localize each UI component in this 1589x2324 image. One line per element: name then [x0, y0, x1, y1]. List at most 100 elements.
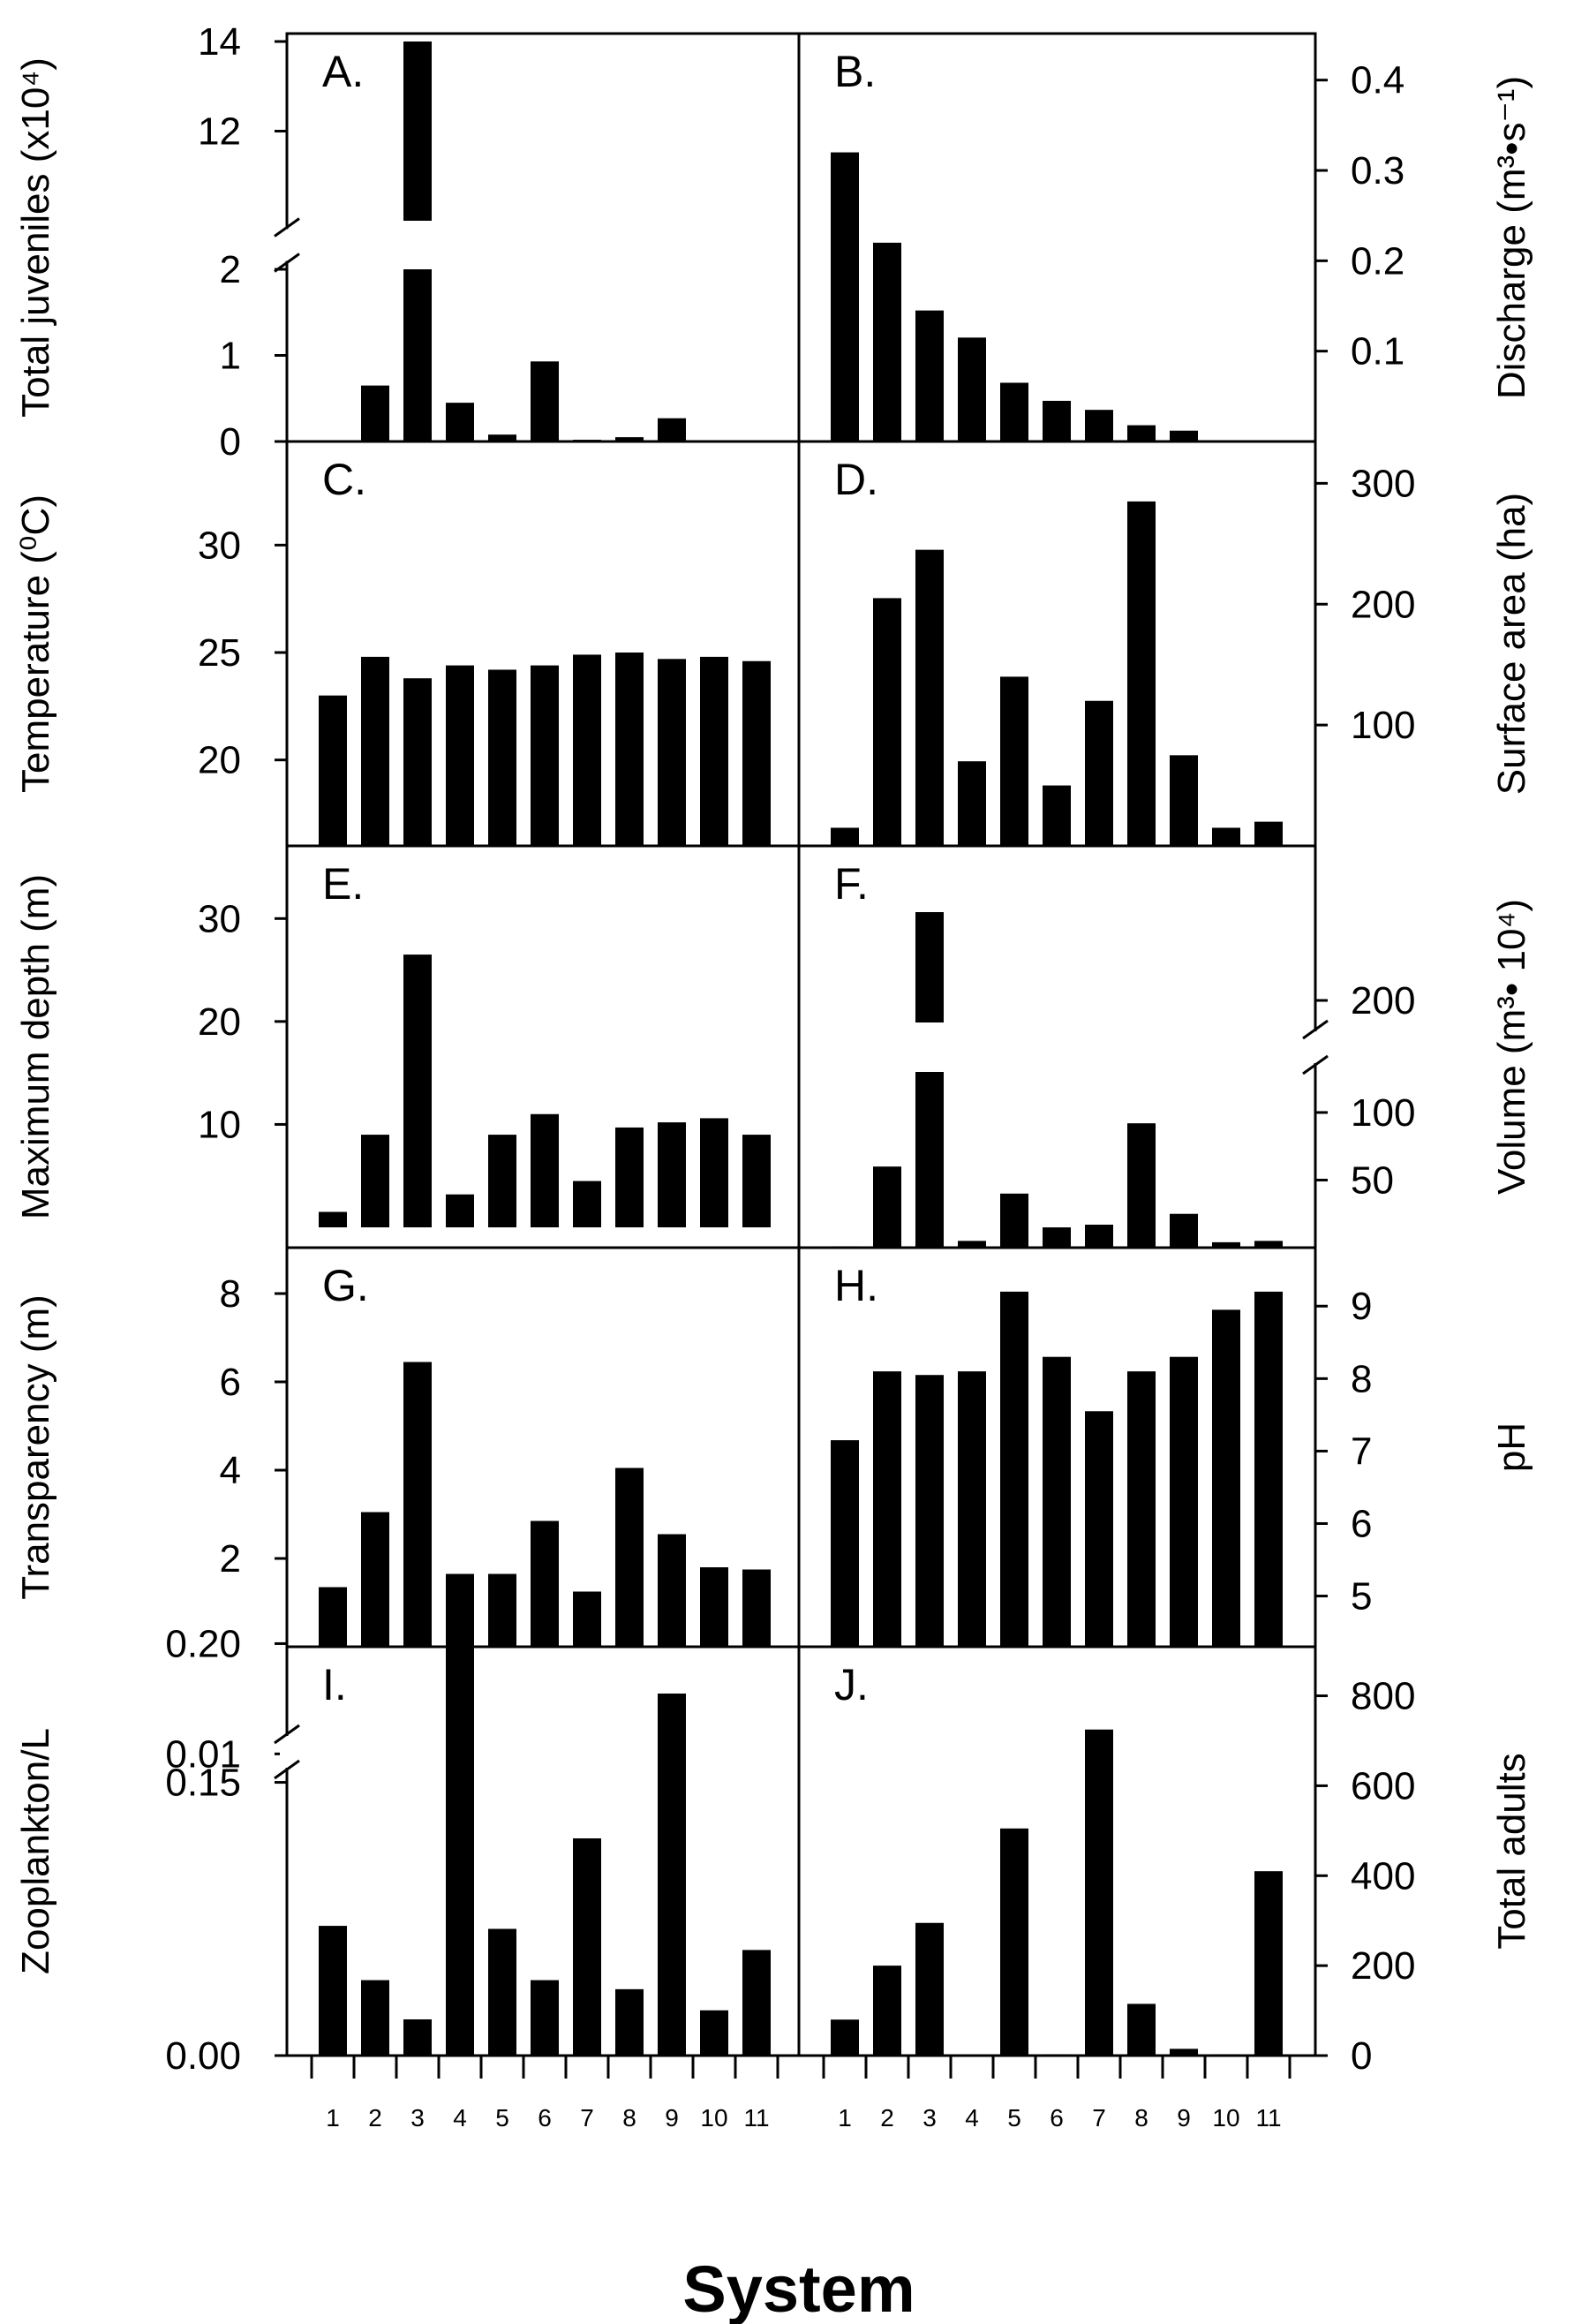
- xtick-label-right-6: 6: [1050, 2104, 1064, 2132]
- bar-h-9: [1170, 1356, 1198, 1647]
- bar-h-10: [1212, 1309, 1240, 1647]
- bar-a-5: [488, 434, 516, 441]
- bar-j-1: [831, 2019, 859, 2056]
- xtick-label-right-7: 7: [1092, 2104, 1106, 2132]
- x-axis-title: System: [682, 2252, 915, 2324]
- xtick-label-left-10: 10: [700, 2104, 727, 2132]
- bar-j-7: [1085, 1729, 1113, 2056]
- bar-j-10: [1212, 2054, 1240, 2056]
- bar-b-3: [915, 310, 944, 441]
- ytick-label-g-2: 2: [220, 1537, 241, 1581]
- bar-g-11: [742, 1569, 771, 1647]
- ytick-label-e-30: 30: [198, 897, 241, 940]
- bar-a-9: [658, 418, 686, 441]
- bar-b-5: [1000, 382, 1028, 441]
- ytick-label-i-0.20: 0.20: [165, 1622, 241, 1665]
- bar-b-9: [1170, 430, 1198, 441]
- ytick-label-b-0.3: 0.3: [1351, 149, 1404, 192]
- bar-f-7: [1085, 1224, 1113, 1248]
- panel-label-j: J.: [834, 1660, 869, 1709]
- ytick-label-g-8: 8: [220, 1272, 241, 1316]
- bar-e-4: [446, 1194, 474, 1227]
- bar-h-5: [1000, 1291, 1028, 1647]
- ytick-label-c-25: 25: [198, 631, 241, 675]
- bar-h-3: [915, 1375, 944, 1647]
- bar-b-1: [831, 152, 859, 441]
- bar-h-2: [873, 1371, 901, 1647]
- bar-c-3: [403, 678, 432, 846]
- bar-i-6: [531, 1980, 559, 2056]
- ytick-label-f-200: 200: [1351, 979, 1415, 1022]
- bar-d-10: [1212, 827, 1240, 846]
- bar-j-5: [1000, 1828, 1028, 2056]
- bar-e-8: [615, 1127, 644, 1227]
- bar-a-3-upper: [403, 42, 432, 221]
- axis-break-gap-a: [280, 229, 294, 261]
- bar-i-11: [742, 1950, 771, 2056]
- bar-e-10: [700, 1118, 728, 1227]
- ytick-label-j-800: 800: [1351, 1675, 1415, 1718]
- bar-g-2: [361, 1512, 389, 1647]
- y-axis-title-g: Transparency (m): [14, 1294, 57, 1600]
- bar-d-3: [915, 549, 944, 846]
- axis-break-mark-f-2: [1302, 1054, 1329, 1075]
- bar-e-5: [488, 1135, 516, 1227]
- bar-j-9: [1170, 2049, 1198, 2056]
- bar-a-2: [361, 385, 389, 441]
- bar-h-8: [1127, 1371, 1156, 1647]
- bar-d-1: [831, 827, 859, 846]
- ytick-label-h-8: 8: [1351, 1357, 1372, 1400]
- bar-g-7: [573, 1591, 601, 1647]
- bar-d-5: [1000, 676, 1028, 846]
- ytick-label-a-0: 0: [220, 420, 241, 464]
- xtick-label-left-6: 6: [538, 2104, 552, 2132]
- ytick-label-d-200: 200: [1351, 583, 1415, 626]
- bar-e-2: [361, 1135, 389, 1227]
- bar-j-11: [1254, 1871, 1283, 2056]
- bar-i-8: [615, 1988, 644, 2056]
- ytick-label-i-0.01: 0.01: [165, 1732, 241, 1776]
- bar-i-7: [573, 1838, 601, 2056]
- bar-c-1: [319, 695, 347, 846]
- bar-h-11: [1254, 1291, 1283, 1647]
- bar-c-11: [742, 660, 771, 846]
- bar-i-10: [700, 2010, 728, 2056]
- axis-break-gap-i: [280, 1736, 294, 1768]
- bar-f-2: [873, 1166, 901, 1248]
- panel-label-g: G.: [322, 1261, 369, 1310]
- ytick-label-d-300: 300: [1351, 462, 1415, 505]
- bar-e-9: [658, 1122, 686, 1227]
- bar-c-7: [573, 654, 601, 846]
- y-axis-title-d: Surface area (ha): [1490, 493, 1533, 795]
- ytick-label-e-10: 10: [198, 1103, 241, 1146]
- ytick-label-a-14: 14: [198, 20, 241, 64]
- bar-i-9: [658, 1694, 686, 2056]
- ytick-label-h-6: 6: [1351, 1502, 1372, 1545]
- bar-h-7: [1085, 1411, 1113, 1647]
- ytick-label-d-100: 100: [1351, 704, 1415, 747]
- bars-layer: [319, 42, 1283, 2056]
- y-axis-title-e: Maximum depth (m): [14, 874, 57, 1219]
- bar-a-7: [573, 440, 601, 441]
- xtick-label-right-11: 11: [1255, 2104, 1281, 2132]
- xtick-label-right-10: 10: [1212, 2104, 1239, 2132]
- ytick-label-a-2: 2: [220, 248, 241, 291]
- axis-break-mark-f-1: [1302, 1019, 1329, 1040]
- bar-j-6: [1043, 2054, 1071, 2056]
- bar-h-1: [831, 1440, 859, 1647]
- bar-b-8: [1127, 425, 1156, 441]
- xtick-label-left-3: 3: [410, 2104, 425, 2132]
- ytick-label-j-400: 400: [1351, 1854, 1415, 1898]
- bar-f-3: [915, 1072, 944, 1248]
- bar-j-8: [1127, 2003, 1156, 2056]
- axis-break-mark-a-2: [274, 253, 300, 273]
- axes-layer: [274, 40, 1329, 2079]
- bar-g-5: [488, 1573, 516, 1647]
- bar-f-6: [1043, 1227, 1071, 1248]
- axis-break-mark-i-1: [274, 1724, 300, 1745]
- y-axis-title-i: Zooplankton/L: [14, 1728, 57, 1974]
- bar-c-9: [658, 659, 686, 846]
- xtick-label-left-5: 5: [495, 2104, 509, 2132]
- bar-j-3: [915, 1922, 944, 2056]
